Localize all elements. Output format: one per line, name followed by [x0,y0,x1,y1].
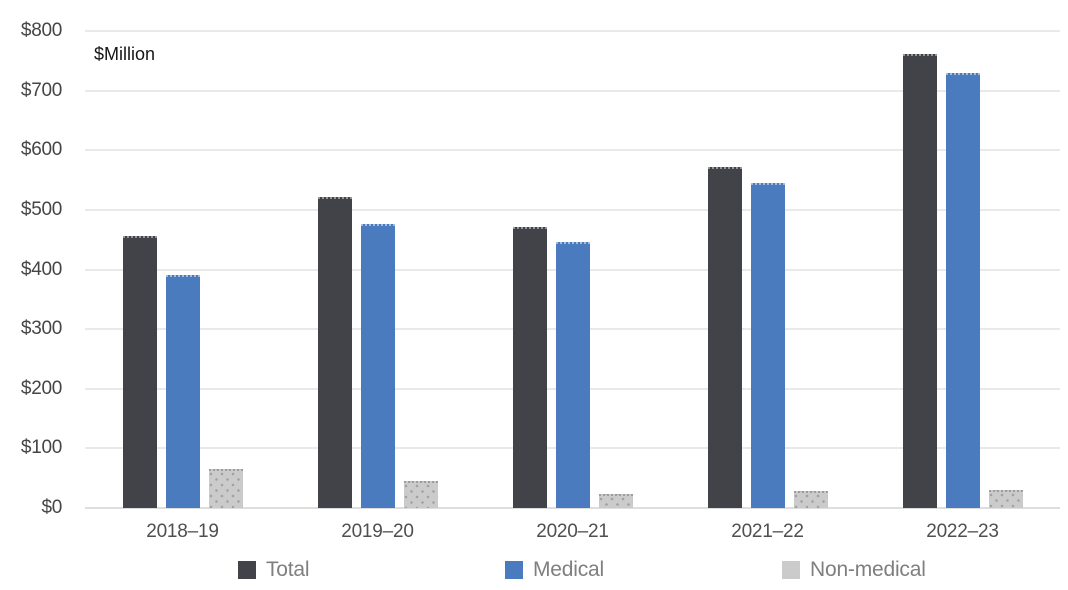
bar-total-2022-23 [902,54,937,508]
y-tick-label-500: $500 [20,198,62,220]
bar-medical-2021-22 [750,183,785,508]
bar-medical-2019-20 [360,224,395,508]
gridline-0 [85,507,1060,509]
y-axis-unit-label: $Million [94,44,156,64]
bar-total-2019-20 [317,197,352,508]
x-tick-label-2020-21: 2020–21 [536,521,609,542]
legend-swatch-total [238,561,256,579]
x-tick-label-2022-23: 2022–23 [926,521,999,542]
legend-item-non-medical: Non-medical [782,554,926,586]
y-tick-label-400: $400 [20,258,62,280]
legend-item-total: Total [238,554,310,586]
legend-item-medical: Medical [505,554,604,586]
y-tick-label-700: $700 [20,79,62,101]
legend-label-non-medical: Non-medical [810,558,926,581]
bar-non-medical-2020-21 [598,494,633,508]
legend-label-medical: Medical [533,558,604,581]
bar-non-medical-2019-20 [403,481,438,508]
bar-total-2020-21 [512,227,547,508]
bar-non-medical-2021-22 [793,491,828,508]
x-tick-label-2019-20: 2019–20 [341,521,414,542]
gridline-600 [85,149,1060,152]
y-tick-label-0: $0 [41,497,62,518]
gridline-700 [85,89,1060,92]
bar-total-2018-19 [122,236,157,508]
legend: Total Medical Non-medical [0,554,1068,586]
gridline-500 [85,208,1060,211]
legend-swatch-non-medical [782,561,800,579]
gridline-800 [85,30,1060,32]
bar-group-2020-21 [475,31,670,508]
bar-group-2022-23 [865,31,1060,508]
y-tick-label-800: $800 [20,20,62,41]
y-tick-label-300: $300 [20,318,62,340]
bar-group-2021-22 [670,31,865,508]
bar-medical-2020-21 [555,242,590,508]
plot-area: $Million [85,30,1060,509]
bar-medical-2022-23 [945,73,980,508]
bar-group-2019-20 [280,31,475,508]
y-tick-label-100: $100 [20,437,62,459]
bar-group-2018-19 [85,31,280,508]
x-tick-label-2021-22: 2021–22 [731,521,804,542]
y-tick-label-200: $200 [20,377,62,399]
bar-non-medical-2022-23 [988,490,1023,508]
bar-total-2021-22 [707,167,742,508]
y-tick-label-600: $600 [20,139,62,161]
bar-medical-2018-19 [165,275,200,508]
x-tick-label-2018-19: 2018–19 [146,521,219,542]
legend-swatch-medical [505,561,523,579]
bar-non-medical-2018-19 [208,469,243,508]
legend-label-total: Total [266,558,310,581]
